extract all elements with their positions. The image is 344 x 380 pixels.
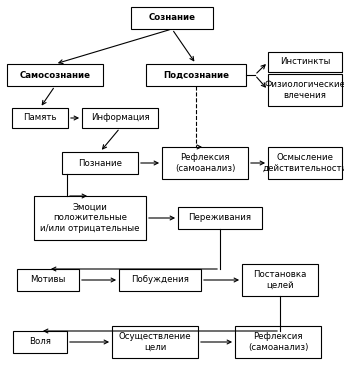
Bar: [82, 108, 158, 128]
Text: Воля: Воля: [29, 337, 51, 347]
Bar: [34, 196, 146, 240]
Text: Самосознание: Самосознание: [20, 71, 90, 79]
Text: Эмоции
положительные
и/или отрицательные: Эмоции положительные и/или отрицательные: [40, 203, 140, 233]
Bar: [17, 269, 79, 291]
Text: Познание: Познание: [78, 158, 122, 168]
Text: Информация: Информация: [91, 114, 149, 122]
Text: Осуществление
цели: Осуществление цели: [119, 332, 191, 352]
Bar: [12, 108, 68, 128]
Text: Память: Память: [23, 114, 57, 122]
Bar: [131, 7, 213, 29]
Text: Рефлексия
(самоанализ): Рефлексия (самоанализ): [248, 332, 308, 352]
Bar: [112, 326, 198, 358]
Bar: [268, 147, 342, 179]
Bar: [7, 64, 103, 86]
Bar: [13, 331, 67, 353]
Bar: [62, 152, 138, 174]
Text: Постановка
целей: Постановка целей: [253, 270, 307, 290]
Bar: [268, 74, 342, 106]
Bar: [119, 269, 201, 291]
Text: Мотивы: Мотивы: [30, 276, 66, 285]
Text: Физиологические
влечения: Физиологические влечения: [265, 80, 344, 100]
Bar: [268, 52, 342, 72]
Text: Инстинкты: Инстинкты: [280, 57, 330, 66]
Text: Осмысление
действительности: Осмысление действительности: [262, 153, 344, 173]
Bar: [162, 147, 248, 179]
Text: Рефлексия
(самоанализ): Рефлексия (самоанализ): [175, 153, 235, 173]
Bar: [178, 207, 262, 229]
Bar: [146, 64, 246, 86]
Text: Подсознание: Подсознание: [163, 71, 229, 79]
Text: Побуждения: Побуждения: [131, 276, 189, 285]
Text: Переживания: Переживания: [189, 214, 251, 223]
Bar: [242, 264, 318, 296]
Bar: [235, 326, 321, 358]
Text: Сознание: Сознание: [149, 14, 195, 22]
